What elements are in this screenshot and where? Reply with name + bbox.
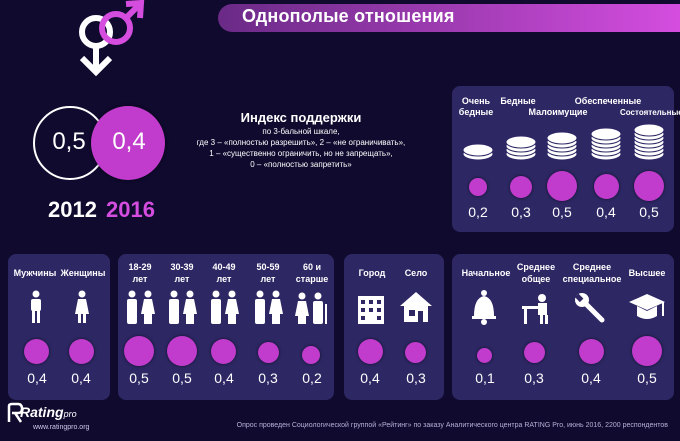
education-panel [452, 254, 674, 400]
wealth-label-1a: Очень [461, 96, 491, 106]
age-circle-4 [258, 342, 279, 363]
wealth-value-4: 0,4 [596, 204, 616, 220]
education-circle-3 [579, 339, 604, 364]
index-line-1: по 3-бальной шкале, [262, 127, 340, 136]
education-value-3: 0,4 [581, 370, 601, 386]
wealth-circle-4 [594, 174, 619, 199]
age-label-4a: 50-59 [256, 262, 280, 272]
wealth-label-1b: бедные [458, 107, 494, 117]
gender-label-women: Женщины [60, 268, 106, 278]
index-line-4: 0 – «полностью запретить» [250, 160, 352, 169]
education-label-2b: общее [521, 274, 551, 284]
wealth-value-3: 0,5 [552, 204, 572, 220]
settlement-circle-city [358, 339, 383, 364]
wealth-circle-1 [469, 178, 487, 196]
house-icon [400, 292, 432, 322]
year-2016: 2016 [106, 197, 155, 222]
circle-2016 [91, 106, 165, 180]
graduation-cap-icon [629, 294, 665, 319]
wealth-circle-2 [510, 176, 532, 198]
age-panel [118, 254, 334, 400]
wealth-circle-5 [634, 171, 664, 201]
page-title: Однополые отношения [242, 6, 455, 26]
gender-value-men: 0,4 [27, 370, 47, 386]
gender-symbol-icon [79, 0, 145, 77]
age-circle-2 [167, 336, 197, 366]
year-2012: 2012 [48, 197, 97, 222]
man-icon [31, 290, 41, 323]
age-circle-3 [211, 339, 236, 364]
age-label-4b: лет [260, 274, 276, 284]
education-value-1: 0,1 [475, 370, 495, 386]
wealth-label-5: Состоятельные [620, 108, 680, 117]
logo-text: Ratingpro [20, 404, 77, 420]
settlement-value-city: 0,4 [360, 370, 380, 386]
wrench-icon [574, 293, 605, 323]
education-label-3a: Среднее [572, 262, 612, 272]
age-value-4: 0,3 [258, 370, 278, 386]
gender-circle-women [69, 339, 94, 364]
wealth-value-1: 0,2 [468, 204, 488, 220]
value-2016: 0,4 [112, 128, 146, 155]
woman-icon [75, 290, 89, 323]
gender-value-women: 0,4 [71, 370, 91, 386]
index-line-3: 1 – «существенно ограничить, но не запре… [209, 149, 393, 158]
people-icons [127, 290, 327, 324]
age-label-3a: 40-49 [212, 262, 236, 272]
age-label-1a: 18-29 [128, 262, 152, 272]
wealth-circle-3 [547, 171, 577, 201]
wealth-value-5: 0,5 [639, 204, 659, 220]
age-label-3b: лет [216, 274, 232, 284]
age-label-5b: старше [295, 274, 329, 284]
logo-icon [7, 402, 24, 423]
education-label-1: Начальное [461, 268, 511, 278]
index-heading: Индекс поддержки [240, 110, 362, 125]
age-circle-1 [124, 336, 154, 366]
settlement-label-city: Город [358, 268, 386, 278]
age-value-1: 0,5 [129, 370, 149, 386]
education-circle-4 [632, 336, 662, 366]
settlement-circle-village [405, 342, 426, 363]
gender-panel [8, 254, 110, 400]
education-value-2: 0,3 [524, 370, 544, 386]
age-value-3: 0,4 [214, 370, 234, 386]
education-value-4: 0,5 [637, 370, 657, 386]
index-line-2: где 3 – «полностью разрешить», 2 – «не о… [196, 138, 406, 147]
wealth-label-2: Бедные [500, 96, 536, 106]
value-2012: 0,5 [52, 128, 86, 155]
title-bar [218, 4, 680, 32]
age-label-1b: лет [132, 274, 148, 284]
wealth-label-3: Малоимущие [528, 107, 588, 117]
age-label-5a: 60 и [302, 262, 322, 272]
settlement-value-village: 0,3 [406, 370, 426, 386]
education-label-3b: специальное [562, 274, 622, 284]
education-label-4: Высшее [628, 268, 666, 278]
logo-url[interactable]: www.ratingpro.org [33, 424, 90, 431]
age-label-2a: 30-39 [170, 262, 194, 272]
wealth-value-2: 0,3 [511, 204, 531, 220]
education-circle-1 [477, 348, 492, 363]
city-icon [358, 296, 384, 324]
age-label-2b: лет [174, 274, 190, 284]
student-desk-icon [522, 294, 548, 324]
settlement-panel [344, 254, 444, 400]
bell-icon [472, 290, 496, 325]
footer-note: Опрос проведен Социологической группой «… [236, 422, 668, 429]
gender-circle-men [24, 339, 49, 364]
education-label-2a: Среднее [516, 262, 556, 272]
gender-label-men: Мужчины [13, 268, 57, 278]
education-circle-2 [524, 342, 545, 363]
age-value-2: 0,5 [172, 370, 192, 386]
age-circle-5 [302, 346, 320, 364]
settlement-label-village: Село [404, 268, 428, 278]
coins-icon [462, 123, 665, 161]
wealth-label-4: Обеспеченные [574, 96, 642, 106]
age-value-5: 0,2 [302, 370, 322, 386]
